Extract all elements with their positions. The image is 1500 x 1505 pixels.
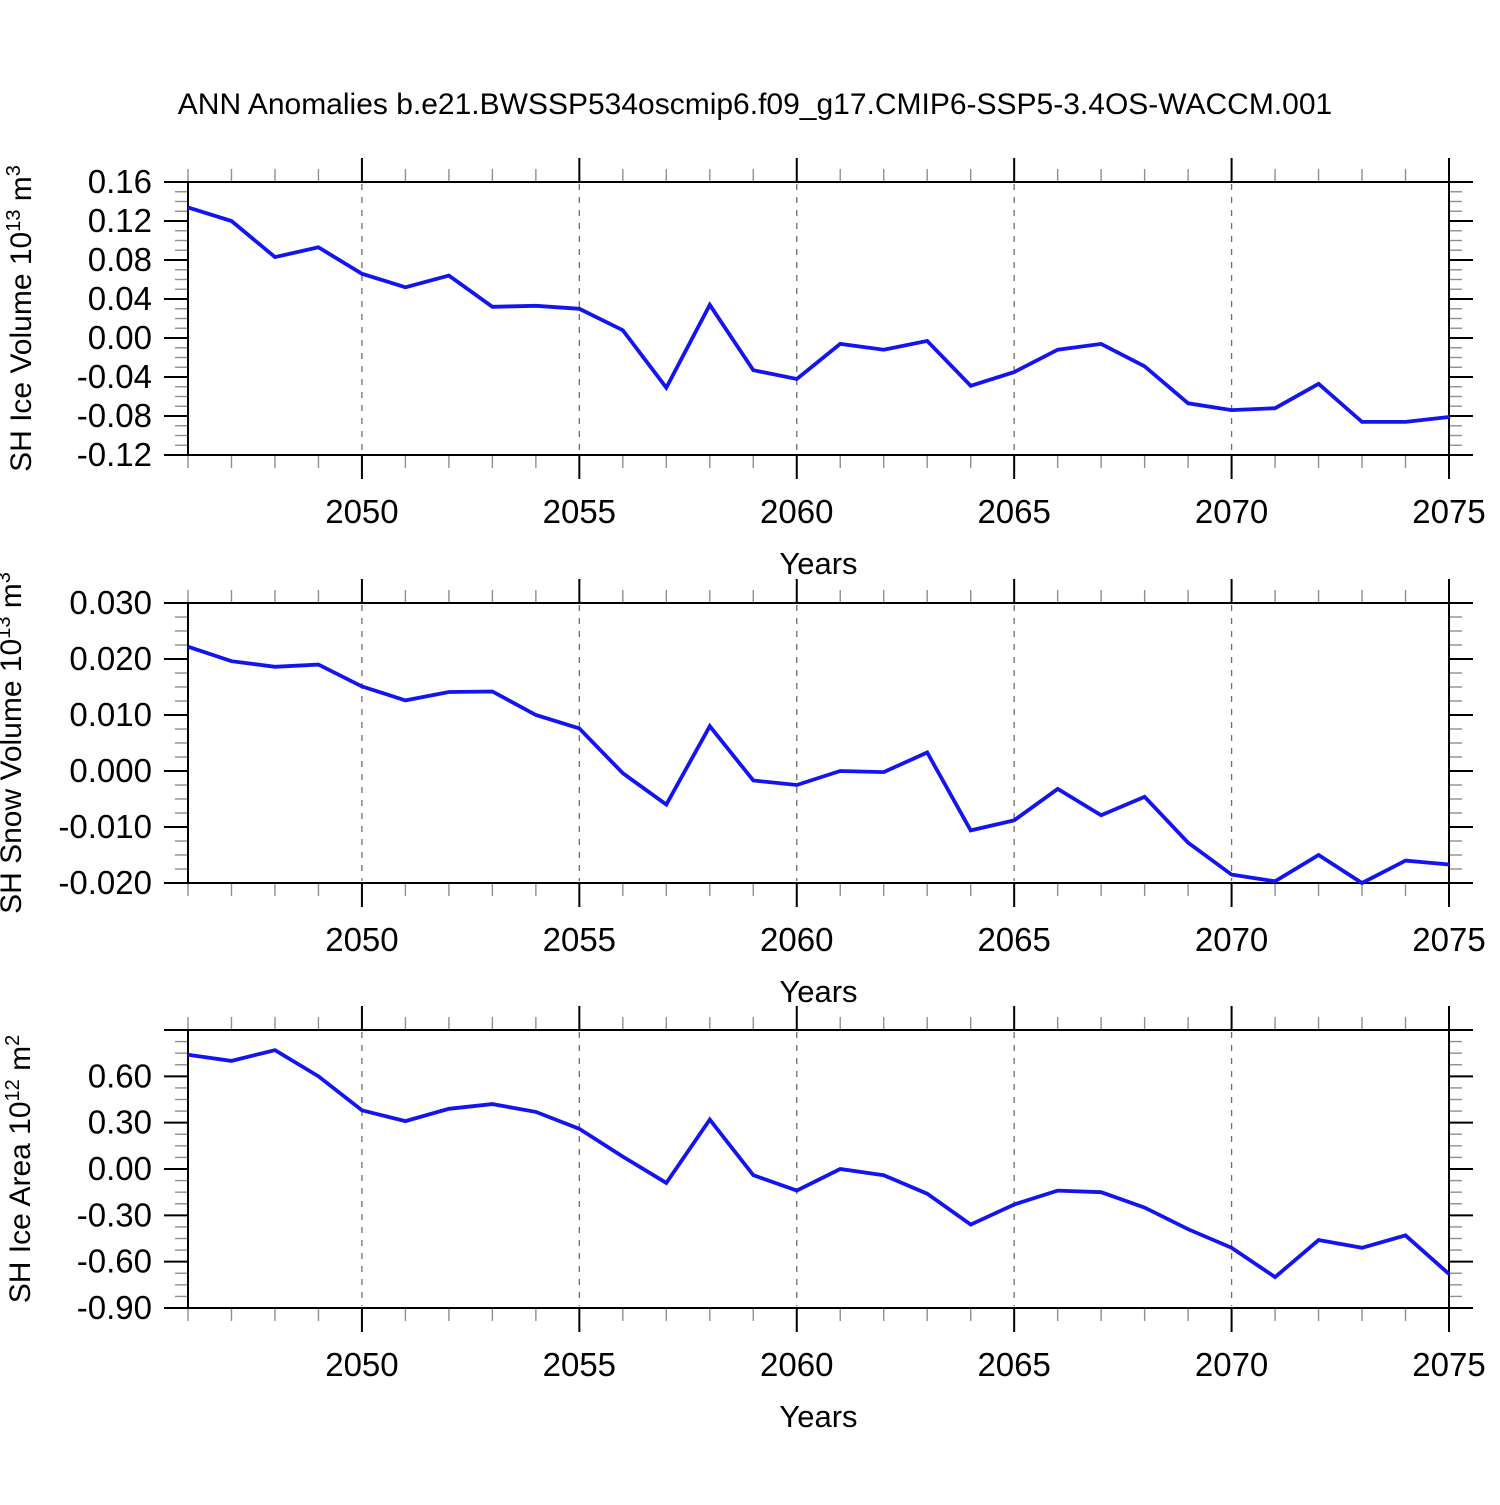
sh-ice-volume-x-axis-title: Years [779, 546, 857, 581]
sh-ice-volume-y-tick-label: -0.04 [77, 358, 152, 395]
sh-ice-area-y-tick-label: -0.60 [77, 1243, 152, 1280]
sh-snow-volume-y-axis-title: SH Snow Volume 1013 m3 [0, 572, 28, 914]
sh-ice-volume-frame [187, 181, 1450, 456]
sh-snow-volume-y-tick-label: 0.010 [69, 696, 152, 733]
sh-snow-volume-frame [187, 602, 1450, 884]
sh-ice-volume-y-tick-label: 0.16 [88, 163, 152, 200]
sh-ice-volume-y-tick-label: -0.08 [77, 397, 152, 434]
sh-ice-volume-line [187, 205, 1450, 424]
sh-ice-area-x-tick-label: 2075 [1412, 1346, 1485, 1383]
sh-snow-volume-y-tick-label: 0.030 [69, 584, 152, 621]
sh-ice-volume-x-tick-label: 2055 [543, 493, 616, 530]
sh-snow-volume-x-tick-label: 2075 [1412, 921, 1485, 958]
sh-snow-volume-y-tick-label: 0.020 [69, 640, 152, 677]
sh-ice-area-y-tick-label: 0.60 [88, 1057, 152, 1094]
sh-ice-area-y-tick-label: 0.30 [88, 1104, 152, 1141]
sh-snow-volume-x-tick-label: 2050 [325, 921, 398, 958]
sh-ice-area-line [187, 1048, 1451, 1280]
sh-snow-volume-y-tick-label: -0.020 [58, 864, 152, 901]
sh-ice-area-x-tick-label: 2070 [1195, 1346, 1268, 1383]
sh-ice-area-frame [187, 1029, 1450, 1309]
sh-ice-volume-x-tick-label: 2070 [1195, 493, 1268, 530]
sh-snow-volume-x-tick-label: 2065 [977, 921, 1050, 958]
sh-ice-volume-x-tick-label: 2065 [977, 493, 1050, 530]
sh-snow-volume-x-tick-label: 2060 [760, 921, 833, 958]
sh-snow-volume-x-tick-label: 2070 [1195, 921, 1268, 958]
sh-snow-volume-line [187, 644, 1450, 886]
sh-snow-volume-y-tick-label: 0.000 [69, 752, 152, 789]
sh-ice-area-x-axis-title: Years [779, 1399, 857, 1434]
chart-title: ANN Anomalies b.e21.BWSSP534oscmip6.f09_… [178, 88, 1332, 121]
sh-ice-area-x-tick-label: 2065 [977, 1346, 1050, 1383]
sh-ice-volume-y-tick-label: 0.04 [88, 280, 152, 317]
sh-ice-area-x-tick-label: 2050 [325, 1346, 398, 1383]
sh-ice-volume-x-tick-label: 2075 [1412, 493, 1485, 530]
sh-ice-area-y-tick-label: -0.30 [77, 1196, 152, 1233]
sh-ice-volume-y-axis-title: SH Ice Volume 1013 m3 [3, 165, 38, 472]
sh-snow-volume-y-tick-label: -0.010 [58, 808, 152, 845]
sh-ice-volume-y-tick-label: 0.12 [88, 202, 152, 239]
sh-ice-area-x-tick-label: 2060 [760, 1346, 833, 1383]
sh-ice-area-y-tick-label: 0.00 [88, 1150, 152, 1187]
sh-ice-volume-x-tick-label: 2050 [325, 493, 398, 530]
sh-snow-volume-x-axis-title: Years [779, 974, 857, 1009]
sh-ice-volume-y-tick-label: 0.08 [88, 241, 152, 278]
sh-ice-area-y-axis-title: SH Ice Area 1012 m2 [2, 1035, 37, 1304]
sh-ice-area-x-tick-label: 2055 [543, 1346, 616, 1383]
sh-ice-area-y-tick-label: -0.90 [77, 1289, 152, 1326]
sh-ice-volume-y-tick-label: 0.00 [88, 319, 152, 356]
sh-ice-volume-y-tick-label: -0.12 [77, 436, 152, 473]
sh-ice-volume-x-tick-label: 2060 [760, 493, 833, 530]
sh-snow-volume-x-tick-label: 2055 [543, 921, 616, 958]
